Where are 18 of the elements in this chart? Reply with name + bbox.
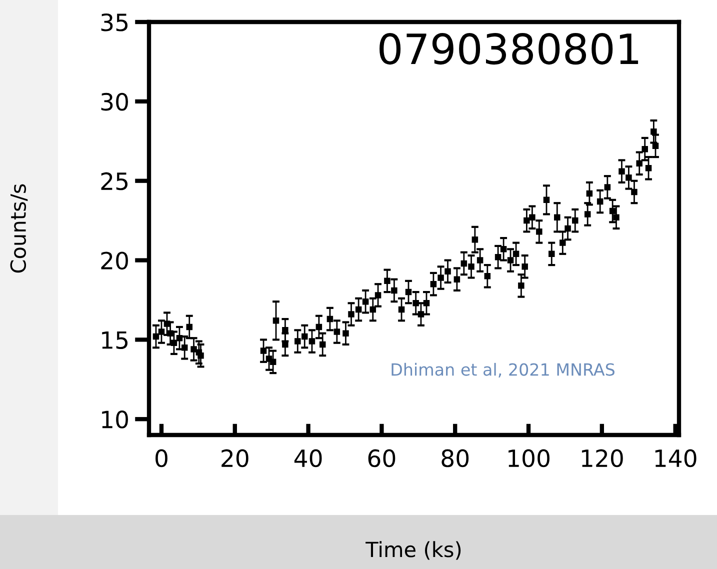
chart-title: 0790380801 <box>380 33 638 65</box>
y-tick-label: 35 <box>101 13 128 32</box>
y-tick-label: 10 <box>102 410 128 428</box>
x-tick-label: 120 <box>582 449 623 468</box>
x-axis-title: Time (ks) <box>366 541 461 560</box>
y-tick-label: 15 <box>102 331 128 349</box>
y-axis-title: Counts/s <box>10 184 28 273</box>
x-tick-label: 100 <box>508 449 550 468</box>
y-tick-label: 20 <box>101 252 128 270</box>
x-tick-label: 20 <box>222 449 248 468</box>
x-tick-label: 0 <box>156 449 168 468</box>
x-tick-label: 60 <box>368 449 396 468</box>
x-tick-label: 80 <box>442 449 469 468</box>
y-tick-label: 25 <box>101 172 128 190</box>
x-tick-label: 140 <box>655 449 696 468</box>
annotation: Dhiman et al, 2021 MNRAS <box>392 362 614 378</box>
y-tick-label: 30 <box>101 92 128 111</box>
x-tick-label: 40 <box>294 449 322 468</box>
